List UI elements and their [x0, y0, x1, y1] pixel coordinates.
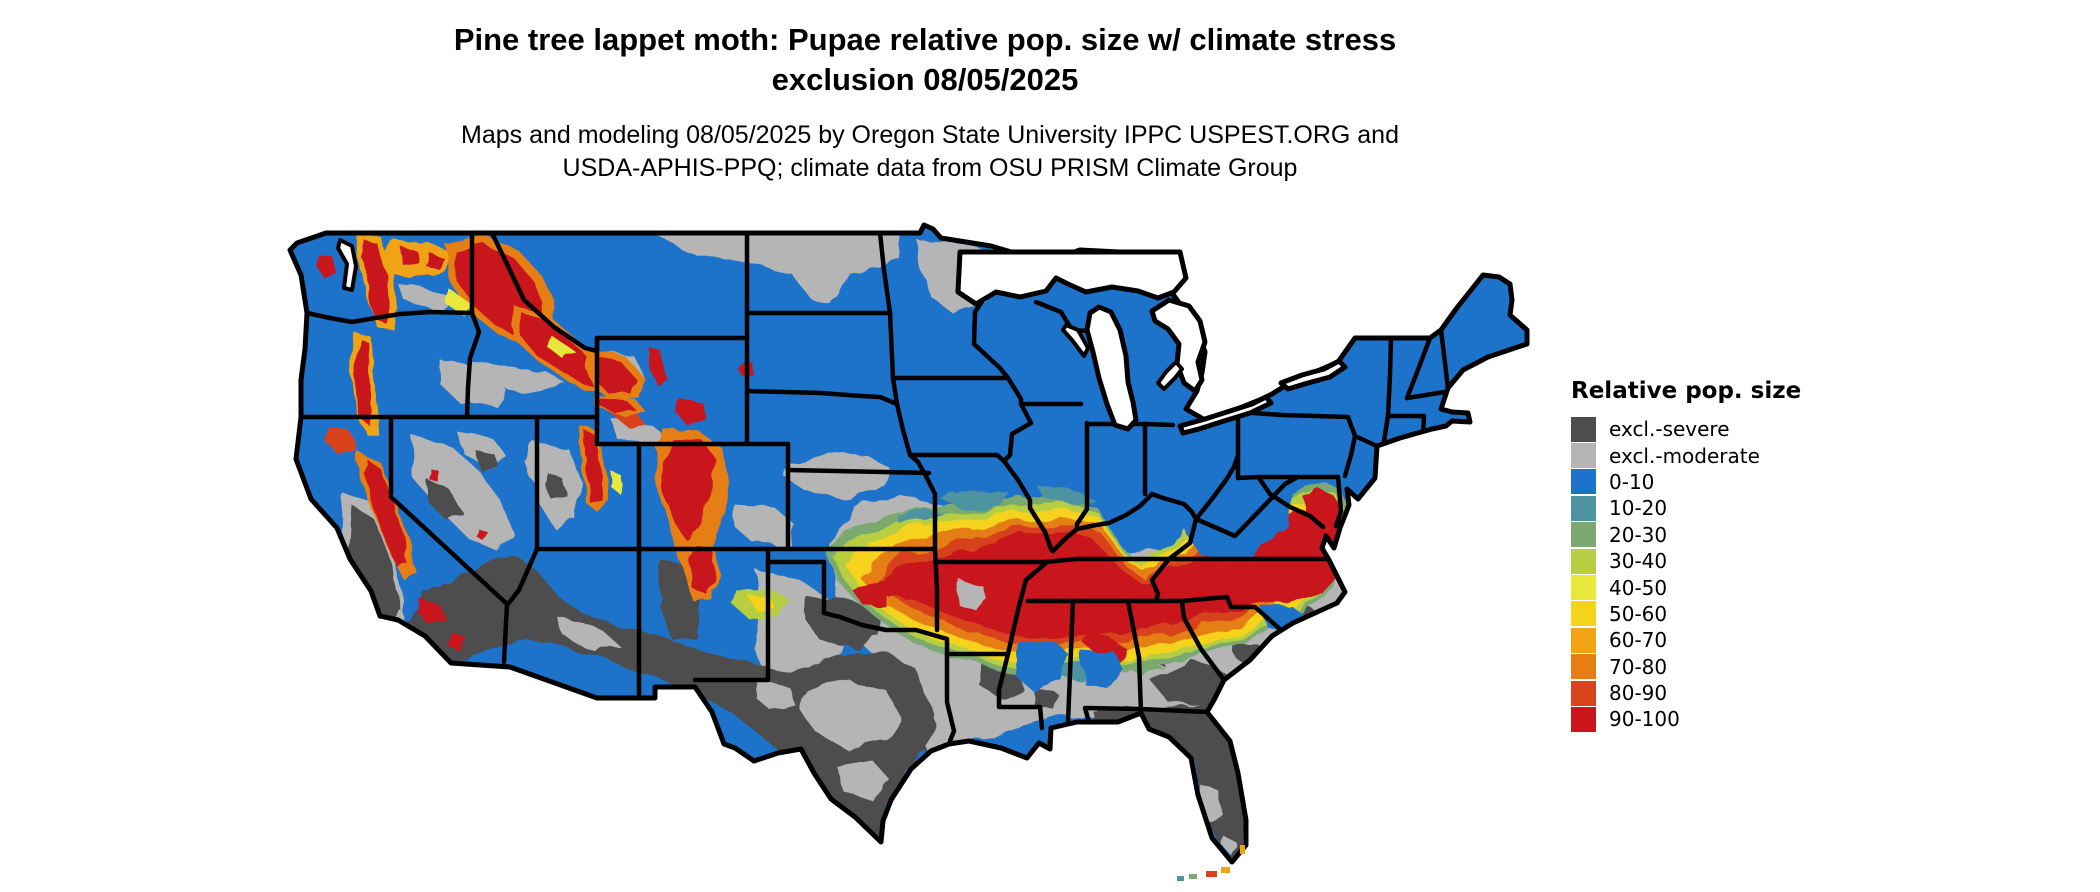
raster-overlay	[316, 232, 1350, 862]
legend-swatch	[1571, 495, 1596, 521]
legend-label: excl.-severe	[1609, 417, 1730, 442]
legend-item: 0-10	[1571, 469, 1801, 495]
legend-swatch	[1571, 627, 1596, 653]
saginaw-bay	[1156, 360, 1184, 391]
legend-swatch	[1571, 575, 1596, 601]
legend-label: excl.-moderate	[1609, 443, 1760, 468]
legend-swatch	[1571, 706, 1596, 732]
legend-label: 20-30	[1609, 522, 1668, 547]
legend-item: 60-70	[1571, 627, 1801, 653]
legend-item: 20-30	[1571, 522, 1801, 548]
legend-label: 90-100	[1609, 707, 1680, 732]
legend-rows: excl.-severe excl.-moderate 0-10 10-20 20-30…	[1571, 416, 1801, 733]
legend-label: 10-20	[1609, 496, 1668, 521]
map-title-line1: Pine tree lappet moth: Pupae relative po…	[453, 22, 1397, 57]
legend-label: 30-40	[1609, 549, 1668, 574]
legend-swatch	[1571, 548, 1596, 574]
map-title-line2: exclusion 08/05/2025	[771, 62, 1079, 97]
legend-swatch	[1571, 654, 1596, 680]
puget-sound	[336, 238, 358, 292]
legend-label: 60-70	[1609, 628, 1668, 653]
legend-item: excl.-moderate	[1571, 442, 1801, 469]
great-lakes	[336, 238, 1348, 436]
lake-superior	[955, 249, 1189, 307]
legend-label: 50-60	[1609, 601, 1668, 626]
lake-michigan	[1084, 304, 1139, 432]
legend-label: 0-10	[1609, 469, 1655, 494]
legend-item: 90-100	[1571, 706, 1801, 732]
legend-swatch	[1571, 469, 1596, 495]
legend: Relative pop. size excl.-severe excl.-mod…	[1571, 378, 1801, 733]
legend-item: 50-60	[1571, 601, 1801, 627]
legend-item: 30-40	[1571, 548, 1801, 574]
legend-label: 70-80	[1609, 654, 1668, 679]
legend-item: 80-90	[1571, 680, 1801, 706]
state-borders	[298, 230, 1451, 744]
map-credits: Maps and modeling 08/05/2025 by Oregon S…	[0, 119, 1860, 185]
legend-swatch	[1571, 443, 1596, 469]
map-credits-line2: USDA-APHIS-PPQ; climate data from OSU PR…	[562, 154, 1298, 182]
legend-swatch	[1571, 522, 1596, 548]
legend-item: excl.-severe	[1571, 416, 1801, 442]
map-title: Pine tree lappet moth: Pupae relative po…	[0, 20, 1850, 100]
legend-item: 40-50	[1571, 574, 1801, 601]
legend-label: 40-50	[1609, 575, 1668, 600]
legend-item: 70-80	[1571, 654, 1801, 680]
lake-huron	[1149, 297, 1208, 394]
florida-keys	[1177, 845, 1245, 881]
legend-item: 10-20	[1571, 495, 1801, 521]
legend-label: 80-90	[1609, 681, 1668, 706]
legend-swatch	[1571, 416, 1596, 442]
map-credits-line1: Maps and modeling 08/05/2025 by Oregon S…	[461, 121, 1399, 149]
legend-swatch	[1571, 601, 1596, 627]
green-bay	[1061, 323, 1090, 358]
legend-title: Relative pop. size	[1571, 378, 1802, 404]
legend-swatch	[1571, 680, 1596, 706]
lake-erie	[1177, 394, 1274, 436]
lake-ontario	[1278, 358, 1348, 392]
